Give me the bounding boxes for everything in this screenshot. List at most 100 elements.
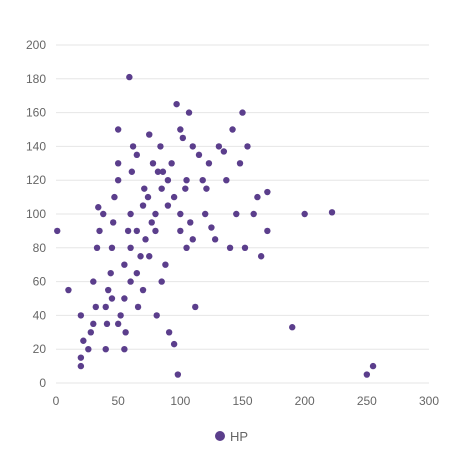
data-point[interactable] <box>179 134 187 142</box>
data-point[interactable] <box>96 227 103 235</box>
data-point[interactable] <box>189 236 196 243</box>
data-point[interactable] <box>77 362 85 370</box>
data-point[interactable] <box>92 303 99 311</box>
data-point[interactable] <box>173 100 180 108</box>
data-point[interactable] <box>139 286 147 294</box>
data-point[interactable] <box>90 278 97 285</box>
data-point[interactable] <box>146 131 153 138</box>
data-point[interactable] <box>264 227 271 235</box>
data-point[interactable] <box>121 346 128 353</box>
data-point[interactable] <box>77 354 85 361</box>
data-point[interactable] <box>129 143 137 150</box>
data-point[interactable] <box>233 210 240 218</box>
data-point[interactable] <box>199 177 206 184</box>
data-point[interactable] <box>114 126 122 133</box>
data-point[interactable] <box>102 303 109 311</box>
data-point[interactable] <box>205 160 213 167</box>
data-point[interactable] <box>164 177 172 184</box>
data-point[interactable] <box>363 371 371 378</box>
data-point[interactable] <box>127 244 134 251</box>
data-point[interactable] <box>189 143 196 150</box>
data-point[interactable] <box>183 244 190 251</box>
data-point[interactable] <box>107 269 114 277</box>
data-point[interactable] <box>164 202 172 209</box>
data-point[interactable] <box>133 151 141 159</box>
data-point[interactable] <box>114 177 122 184</box>
data-point[interactable] <box>133 227 141 235</box>
data-point[interactable] <box>108 295 116 302</box>
data-point[interactable] <box>148 219 155 226</box>
data-point[interactable] <box>328 209 336 216</box>
data-point[interactable] <box>159 168 167 175</box>
data-point[interactable] <box>220 148 228 155</box>
data-point[interactable] <box>244 143 251 150</box>
data-point[interactable] <box>195 151 203 159</box>
data-point[interactable] <box>239 109 246 116</box>
data-point[interactable] <box>177 227 184 235</box>
data-point[interactable] <box>111 193 118 201</box>
data-point[interactable] <box>226 244 234 251</box>
data-point[interactable] <box>152 210 159 218</box>
data-point[interactable] <box>182 185 189 192</box>
data-point[interactable] <box>236 160 244 167</box>
data-point[interactable] <box>105 286 112 294</box>
data-point[interactable] <box>126 73 133 81</box>
data-point[interactable] <box>264 188 271 196</box>
data-point[interactable] <box>141 185 148 192</box>
data-point[interactable] <box>124 227 132 235</box>
data-point[interactable] <box>154 168 162 175</box>
data-point[interactable] <box>65 286 72 294</box>
data-point[interactable] <box>127 278 134 285</box>
data-point[interactable] <box>139 202 147 209</box>
data-point[interactable] <box>369 362 377 370</box>
data-point[interactable] <box>192 303 199 311</box>
data-point[interactable] <box>157 143 164 150</box>
data-point[interactable] <box>103 320 111 328</box>
data-point[interactable] <box>128 168 136 175</box>
data-point[interactable] <box>170 193 178 201</box>
data-point[interactable] <box>127 210 134 218</box>
data-point[interactable] <box>177 210 184 218</box>
data-point[interactable] <box>174 371 182 378</box>
data-point[interactable] <box>80 337 87 344</box>
legend[interactable]: HP <box>215 429 248 444</box>
data-point[interactable] <box>158 278 165 285</box>
data-point[interactable] <box>177 126 184 133</box>
data-point[interactable] <box>93 244 101 251</box>
data-point[interactable] <box>203 185 210 192</box>
data-point[interactable] <box>142 236 149 243</box>
data-point[interactable] <box>95 204 102 211</box>
data-point[interactable] <box>117 312 124 319</box>
data-point[interactable] <box>122 329 129 336</box>
data-point[interactable] <box>152 227 159 235</box>
data-point[interactable] <box>134 303 142 311</box>
legend-item[interactable]: HP <box>215 429 248 444</box>
data-point[interactable] <box>137 253 144 260</box>
data-point[interactable] <box>257 253 265 260</box>
data-point[interactable] <box>87 329 95 336</box>
data-point[interactable] <box>162 261 169 268</box>
data-point[interactable] <box>100 210 107 218</box>
data-point[interactable] <box>170 340 178 348</box>
data-point[interactable] <box>165 329 173 336</box>
data-point[interactable] <box>121 261 128 268</box>
data-point[interactable] <box>108 244 116 251</box>
data-point[interactable] <box>229 126 236 133</box>
data-point[interactable] <box>149 160 157 167</box>
data-point[interactable] <box>208 224 215 231</box>
data-point[interactable] <box>109 219 117 226</box>
data-point[interactable] <box>241 244 249 251</box>
data-point[interactable] <box>77 312 85 319</box>
data-point[interactable] <box>114 320 122 328</box>
data-point[interactable] <box>185 109 193 116</box>
data-point[interactable] <box>211 236 219 243</box>
data-point[interactable] <box>133 269 141 277</box>
data-point[interactable] <box>114 160 122 167</box>
data-point[interactable] <box>183 177 190 184</box>
data-point[interactable] <box>187 219 194 226</box>
data-point[interactable] <box>215 143 223 150</box>
data-point[interactable] <box>250 210 257 218</box>
data-point[interactable] <box>301 210 308 218</box>
data-point[interactable] <box>289 324 296 331</box>
data-point[interactable] <box>146 253 153 260</box>
